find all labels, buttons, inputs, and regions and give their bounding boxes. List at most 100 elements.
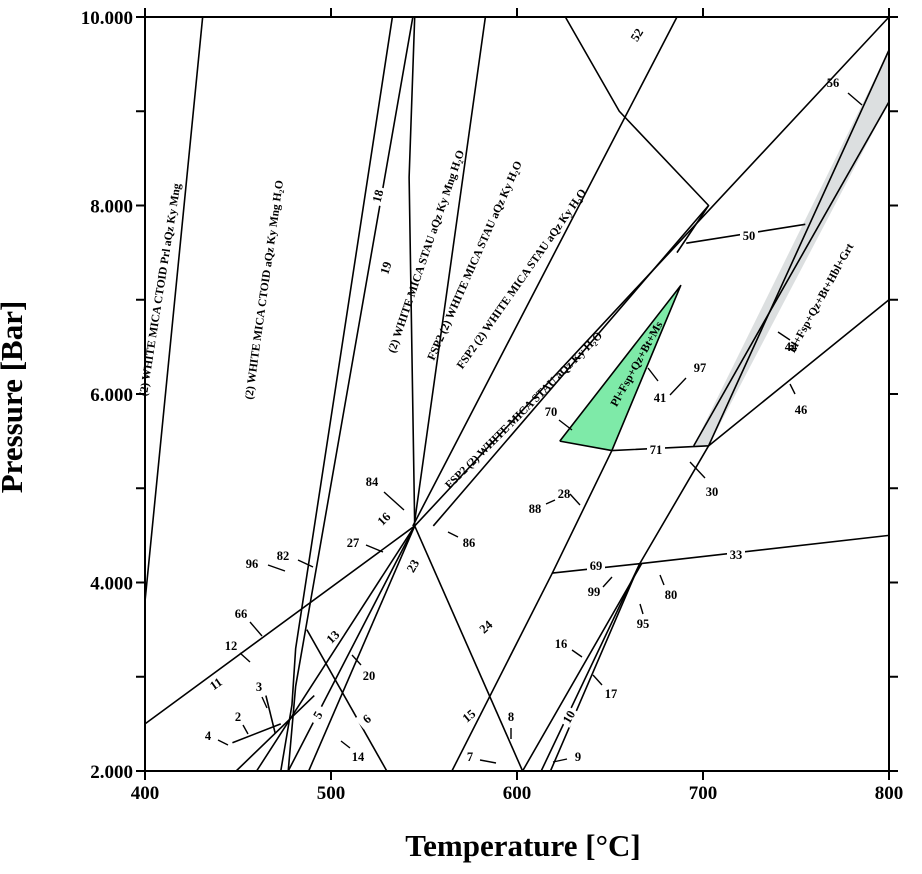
- reaction-number-bg: [587, 558, 605, 572]
- reaction-number: 7: [467, 750, 473, 764]
- reaction-line-25: [232, 723, 282, 744]
- stability-fields: [559, 49, 889, 451]
- reaction-number-bg: [375, 256, 395, 279]
- reaction-number-leader: [261, 696, 268, 709]
- x-axis-title: Temperature [°C]: [405, 828, 640, 863]
- reaction-number-leader: [545, 499, 556, 505]
- reaction-number: 71: [650, 443, 663, 457]
- reaction-number-leader: [297, 559, 314, 568]
- x-tick-label: 400: [131, 783, 160, 804]
- reaction-number-leader: [789, 383, 796, 395]
- reaction-number: 30: [706, 485, 719, 499]
- reaction-number: 4: [205, 729, 212, 743]
- reaction-number-bg: [204, 672, 227, 695]
- reaction-number: 50: [743, 229, 756, 243]
- reaction-number-leader: [569, 493, 581, 506]
- reaction-line-14: [551, 450, 890, 574]
- reaction-number: 16: [555, 637, 568, 651]
- x-tick-label: 500: [317, 783, 346, 804]
- field-label-1: (2) WHITE MICA CTOID aQz Ky Mng H₂O: [243, 179, 286, 400]
- reaction-number-leader: [383, 491, 405, 511]
- field-0: [559, 285, 681, 451]
- reaction-number-leader: [552, 758, 568, 763]
- reaction-number: 97: [694, 361, 707, 375]
- reaction-line-15: [451, 572, 554, 772]
- reaction-number-leader: [571, 649, 583, 658]
- reaction-line-20: [255, 525, 416, 772]
- reaction-number: 8: [508, 710, 514, 724]
- reaction-number-leader: [340, 740, 351, 749]
- reaction-number: 70: [545, 405, 558, 419]
- y-tick-label: 10.000: [81, 8, 133, 29]
- reaction-number-bg: [473, 615, 497, 638]
- reaction-number-leader: [267, 564, 286, 572]
- reaction-number-bg: [647, 442, 665, 456]
- reaction-number: 86: [463, 536, 476, 550]
- reaction-number: 46: [795, 403, 808, 417]
- reaction-number-bg: [367, 185, 387, 207]
- reaction-line-17: [549, 445, 710, 772]
- reaction-line-19: [413, 525, 524, 772]
- reaction-number: 99: [588, 585, 601, 599]
- reaction-number-leader: [558, 419, 573, 431]
- reaction-number: 88: [529, 502, 542, 516]
- reaction-lines: [144, 16, 890, 772]
- plot-frame: [144, 16, 890, 772]
- reaction-number: 9: [575, 750, 581, 764]
- reaction-line-12: [707, 49, 890, 447]
- reaction-number-leader: [479, 759, 497, 764]
- reaction-number: 66: [235, 607, 248, 621]
- reaction-number: 15: [460, 707, 479, 726]
- reaction-number: 44: [785, 340, 798, 354]
- reaction-line-26: [265, 695, 276, 734]
- reaction-number: 28: [558, 487, 571, 501]
- reaction-number: 96: [246, 557, 259, 571]
- reaction-number: 69: [590, 559, 603, 573]
- reaction-number: 27: [347, 536, 360, 550]
- y-tick-label: 4.000: [90, 574, 133, 595]
- field-label-2: (2) WHITE MICA STAU aQz Ky Mng H₂O: [386, 149, 467, 355]
- reaction-number: 33: [730, 548, 743, 562]
- reaction-line-2: [279, 16, 394, 772]
- axis-ticks: 400 500 600 700 800 2.000 4.000 6.000 8.000 10.00…: [81, 8, 904, 804]
- reaction-number: 24: [477, 617, 496, 636]
- reaction-line-4: [412, 16, 678, 527]
- reaction-number-leader: [659, 574, 665, 586]
- reaction-number: 95: [637, 617, 650, 631]
- reaction-number-leader: [602, 576, 613, 588]
- reaction-number-leader: [351, 654, 362, 666]
- reaction-number-leader: [249, 621, 263, 637]
- y-tick-label: 8.000: [90, 197, 133, 218]
- field-label-4: FSP2 (2) WHITE MICA STAU aQz Ky H₂O: [455, 187, 589, 371]
- reaction-number-leader: [647, 367, 659, 382]
- field-1: [693, 49, 889, 446]
- reaction-line-9: [559, 284, 682, 452]
- reaction-number-bg: [371, 506, 395, 530]
- reaction-number: 41: [654, 391, 667, 405]
- reaction-line-21: [287, 525, 416, 772]
- reaction-number-bg: [320, 624, 344, 648]
- reaction-number-leader: [639, 603, 644, 615]
- y-axis-title: Pressure [Bar]: [0, 301, 29, 494]
- reaction-number: 18: [370, 188, 387, 204]
- reaction-number: 10: [560, 708, 578, 726]
- reaction-number: 17: [605, 687, 618, 701]
- x-tick-label: 800: [875, 783, 904, 804]
- reaction-number: 82: [277, 549, 290, 563]
- reaction-line-7: [564, 16, 710, 254]
- reaction-line-24: [306, 629, 388, 772]
- reaction-number-bg: [401, 554, 423, 577]
- reaction-number: 23: [404, 557, 422, 575]
- reaction-number-leader: [242, 724, 249, 735]
- field-label-3: FSP2 (2) WHITE MICA STAU aQz Ky H₂O: [426, 159, 525, 362]
- reaction-line-22: [307, 525, 416, 772]
- reaction-number-bg: [456, 704, 480, 727]
- reaction-line-8: [432, 204, 710, 527]
- reaction-number: 14: [352, 750, 365, 764]
- reaction-line-16: [540, 563, 641, 772]
- reaction-number: 2: [235, 710, 241, 724]
- reaction-number-leader: [592, 674, 603, 686]
- reaction-number-bg: [557, 705, 579, 728]
- reaction-number-leader: [217, 739, 229, 746]
- reaction-number: 56: [827, 76, 840, 90]
